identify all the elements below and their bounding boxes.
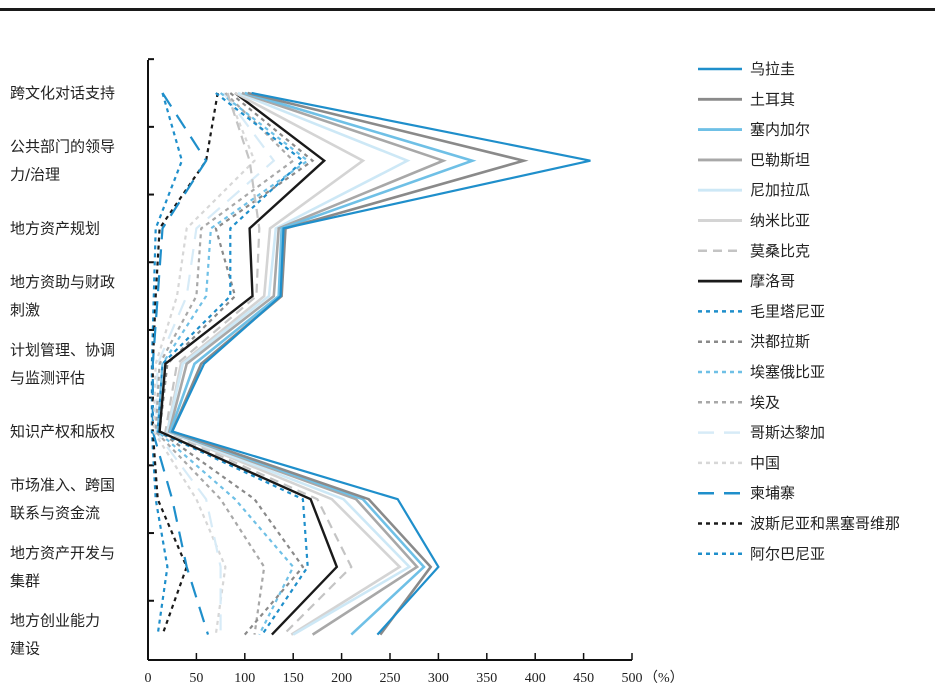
category-label: 计划管理、协调 <box>10 341 115 359</box>
category-label: 地方资助与财政 <box>10 273 115 291</box>
category-label: 地方创业能力 <box>10 612 100 630</box>
series-line <box>154 92 295 635</box>
axes <box>147 58 633 661</box>
legend-label: 波斯尼亚和黑塞哥维那 <box>750 515 900 533</box>
legend-label: 摩洛哥 <box>750 272 795 290</box>
category-label: 与监测评估 <box>10 369 85 387</box>
series-line <box>165 91 412 636</box>
series-line <box>156 92 310 636</box>
category-label: 集群 <box>10 572 40 590</box>
category-label: 力/治理 <box>10 166 60 184</box>
series-line <box>170 91 591 636</box>
top-rule <box>0 8 935 11</box>
x-tick-label: 300 <box>428 671 449 686</box>
legend-label: 毛里塔尼亚 <box>750 302 825 320</box>
series-line <box>150 92 184 635</box>
x-tick-label: 350 <box>476 671 497 686</box>
category-label: 联系与资金流 <box>10 504 100 522</box>
series-line <box>165 91 402 636</box>
legend-label: 巴勒斯坦 <box>750 151 810 169</box>
series-line <box>158 92 339 636</box>
category-label: 地方资产开发与 <box>10 544 115 562</box>
legend-label: 埃塞俄比亚 <box>750 363 825 381</box>
series-layer <box>150 91 591 636</box>
legend-label: 埃及 <box>750 393 780 411</box>
x-tick-label: 100 <box>234 671 255 686</box>
category-label: 刺激 <box>10 301 40 319</box>
x-tick-label: 250 <box>380 671 401 686</box>
legend-label: 土耳其 <box>750 90 795 108</box>
legend-label: 中国 <box>750 454 780 472</box>
series-line <box>158 92 315 636</box>
category-label: 地方资产规划 <box>10 219 100 237</box>
legend-label: 洪都拉斯 <box>750 333 810 351</box>
series-line <box>168 91 477 636</box>
x-tick-label: 200 <box>331 671 352 686</box>
legend-label: 阿尔巴尼亚 <box>750 545 825 563</box>
legend-label: 乌拉圭 <box>750 60 795 78</box>
legend-label: 塞内加尔 <box>750 121 810 139</box>
category-label: 建设 <box>10 640 40 658</box>
category-labels: 跨文化对话支持公共部门的领导力/治理地方资产规划地方资助与财政刺激计划管理、协调… <box>10 84 115 658</box>
x-tick-label: 450 <box>573 671 594 686</box>
legend-label: 柬埔寨 <box>750 484 795 502</box>
x-tick-label: 0 <box>145 671 152 686</box>
category-label: 市场准入、跨国 <box>10 476 115 494</box>
x-tick-label: 50 <box>189 671 203 686</box>
x-tick-labels: 0 50 100 150 200 250 300 350 400 450 500 （%） <box>145 670 684 686</box>
x-tick-label: 150 <box>283 671 304 686</box>
series-line <box>151 92 210 635</box>
legend: 乌拉圭土耳其塞内加尔巴勒斯坦尼加拉瓜纳米比亚莫桑比克摩洛哥毛里塔尼亚洪都拉斯埃塞… <box>698 60 900 563</box>
x-unit-label: （%） <box>644 670 684 686</box>
legend-label: 哥斯达黎加 <box>750 424 825 442</box>
series-line <box>170 91 529 636</box>
category-label: 知识产权和版权 <box>10 423 115 441</box>
legend-label: 尼加拉瓜 <box>750 181 810 199</box>
category-label: 公共部门的领导 <box>10 138 115 156</box>
legend-label: 纳米比亚 <box>750 212 810 230</box>
series-line <box>164 92 353 636</box>
x-tick-label: 400 <box>525 671 546 686</box>
series-line <box>154 92 276 635</box>
x-tick-label: 500 <box>622 671 643 686</box>
legend-label: 莫桑比克 <box>750 242 810 260</box>
category-label: 跨文化对话支持 <box>10 84 115 102</box>
series-line <box>167 91 447 636</box>
